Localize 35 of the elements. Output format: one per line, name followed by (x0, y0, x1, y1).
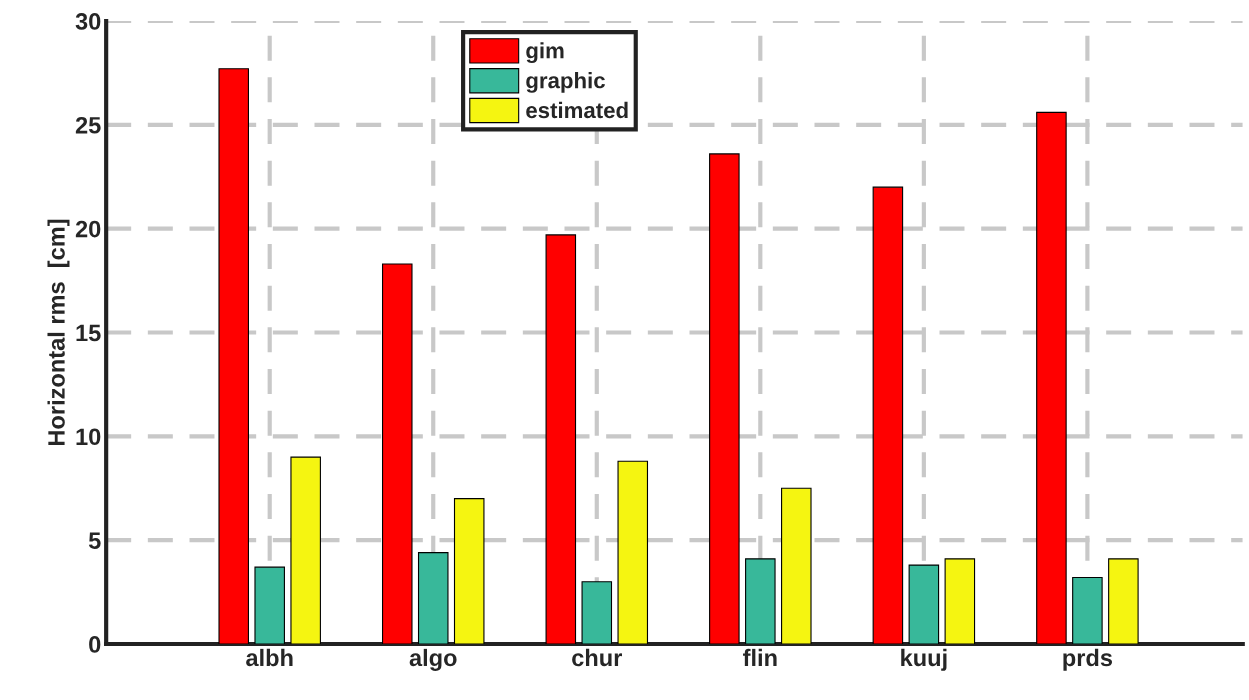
bar (453, 498, 485, 644)
y-tick-label: 5 (88, 532, 101, 549)
bar (581, 581, 613, 644)
bar (745, 558, 776, 644)
y-tick-label: 15 (76, 324, 101, 342)
x-tick-label: albh (246, 648, 293, 667)
bar (290, 456, 321, 644)
bar (781, 487, 812, 644)
bar (545, 234, 577, 644)
legend-label: gim (526, 42, 564, 64)
y-tick-label: 25 (75, 116, 101, 134)
bar (1072, 576, 1103, 644)
bar (709, 153, 740, 644)
y-axis-title: Horizontal rms [cm] (47, 219, 70, 446)
x-tick-label: chur (572, 648, 623, 667)
legend-label: estimated (526, 101, 628, 119)
x-tick-label: flin (743, 648, 777, 666)
x-tick-label: prds (1063, 648, 1113, 671)
bar (908, 564, 940, 644)
bar (944, 558, 976, 644)
y-tick-label: 30 (75, 13, 101, 30)
y-tick-label: 0 (89, 636, 101, 653)
bar (218, 68, 249, 644)
y-tick-label: 10 (76, 428, 101, 446)
bar (1108, 558, 1139, 644)
bar (1036, 111, 1067, 644)
legend-label: graphic (526, 72, 605, 93)
y-tick-label: 20 (75, 220, 101, 238)
x-tick-label: kuuj (901, 648, 947, 671)
x-tick-label: algo (409, 648, 457, 671)
bar (617, 460, 649, 644)
bar (254, 566, 285, 644)
bar (417, 552, 449, 644)
bar (872, 186, 904, 644)
bar (381, 263, 413, 644)
